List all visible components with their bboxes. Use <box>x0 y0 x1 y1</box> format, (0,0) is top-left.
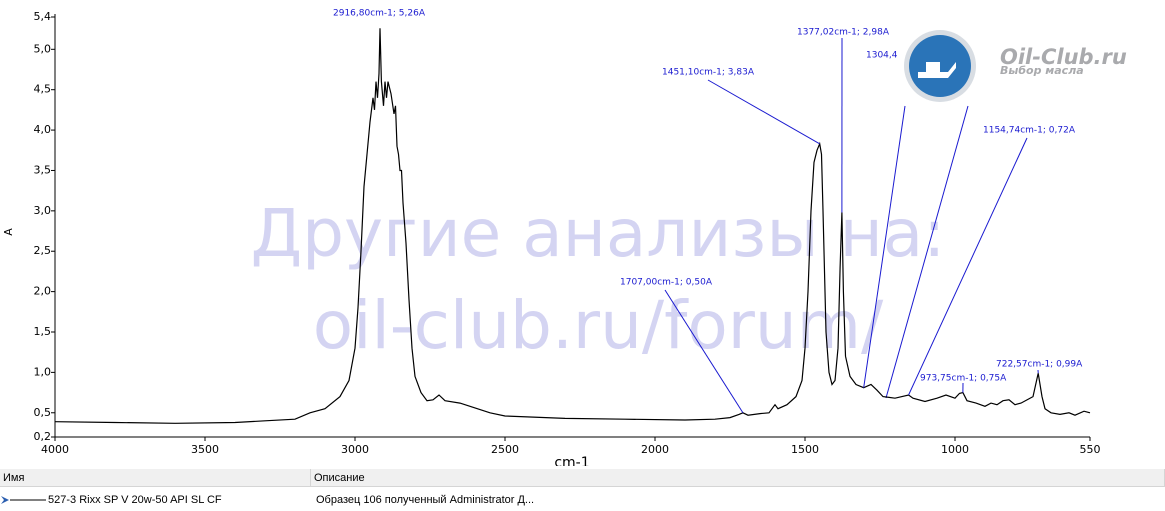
y-axis-label: A <box>2 228 15 236</box>
leader-line <box>664 289 744 414</box>
x-tick-label: 2500 <box>491 443 519 456</box>
watermark: oil-club.ru/forum/ <box>313 287 884 364</box>
x-axis-label: cm-1 <box>554 455 589 466</box>
peak-label: 1451,10cm-1; 3,83A <box>662 68 755 78</box>
leader-line <box>885 105 969 399</box>
y-tick-label: 1,0 <box>34 365 52 378</box>
y-tick-label: 3,5 <box>34 163 52 176</box>
y-tick-label: 5,0 <box>34 42 52 55</box>
logo-subtitle: Выбор масла <box>1000 64 1084 77</box>
y-tick-label: 5,4 <box>34 10 52 23</box>
column-header[interactable]: Описание <box>311 469 1165 487</box>
results-table: Имя Описание 527-3 Rixx SP V 20w-50 API … <box>0 469 1165 511</box>
y-tick-label: 0,5 <box>34 406 52 419</box>
peak-label: 1304,4 <box>866 51 898 61</box>
y-tick-label: 4,5 <box>34 83 52 96</box>
x-tick-label: 2000 <box>641 443 669 456</box>
peak-label: 2916,80cm-1; 5,26A <box>333 9 426 19</box>
logo-can <box>918 62 956 78</box>
peak-label: 1707,00cm-1; 0,50A <box>620 278 713 288</box>
column-header[interactable]: Имя <box>0 469 311 487</box>
peak-label: 1377,02cm-1; 2,98A <box>797 28 890 38</box>
y-tick-label: 1,5 <box>34 325 52 338</box>
row-name[interactable]: 527-3 Rixx SP V 20w-50 API SL CF <box>48 494 222 506</box>
y-tick-label: 3,0 <box>34 204 52 217</box>
x-tick-label: 3500 <box>191 443 219 456</box>
spectrum-line <box>54 28 1091 424</box>
peak-label: 973,75cm-1; 0,75A <box>920 374 1007 384</box>
y-tick-label: 4,0 <box>34 123 52 136</box>
x-tick-label: 550 <box>1080 443 1101 456</box>
y-tick-label: 2,0 <box>34 285 52 298</box>
x-tick-label: 4000 <box>41 443 69 456</box>
peak-label: 722,57cm-1; 0,99A <box>996 360 1083 370</box>
leader-line <box>863 105 906 388</box>
peak-label: 1154,74cm-1; 0,72A <box>983 126 1076 136</box>
row-arrow <box>1 496 9 504</box>
watermark: Другие анализы на: <box>251 195 946 272</box>
x-tick-label: 1000 <box>941 443 969 456</box>
logo: Oil-Club.ru Выбор масла <box>904 30 1127 102</box>
series-swatch <box>1 496 46 504</box>
x-tick-label: 3000 <box>341 443 369 456</box>
y-tick-label: 2,5 <box>34 244 52 257</box>
row-description[interactable]: Образец 106 полученный Administrator Д..… <box>316 494 535 506</box>
leader-line <box>707 79 820 145</box>
y-tick-label: 0,2 <box>34 430 52 443</box>
x-tick-label: 1500 <box>791 443 819 456</box>
logo-title: Oil-Club.ru <box>1000 45 1127 69</box>
leader-line <box>908 137 1028 396</box>
chart: Другие анализы на: oil-club.ru/forum/ Oi… <box>2 9 1127 467</box>
